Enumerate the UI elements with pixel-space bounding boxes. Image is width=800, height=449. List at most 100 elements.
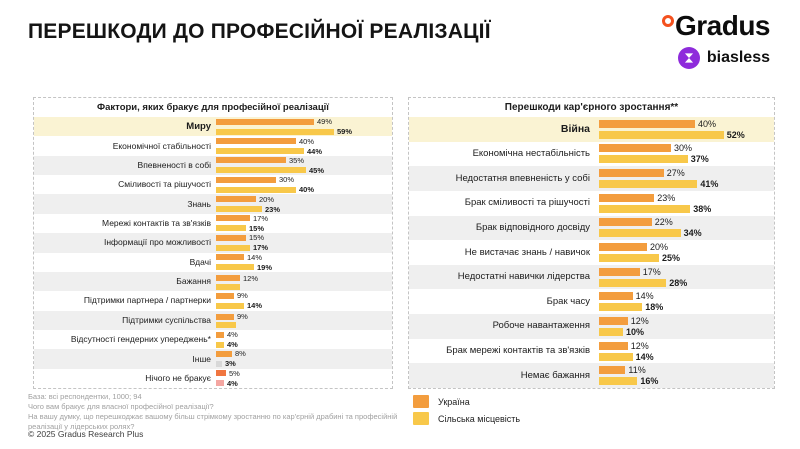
value-label-rural: 18% — [645, 302, 664, 313]
value-label-rural: 37% — [690, 154, 709, 165]
value-label-rural: 34% — [683, 228, 702, 239]
bar-rural — [216, 128, 334, 135]
panel-career-obstacles: Перешкоди кар'єрного зростання** Війна 4… — [408, 97, 775, 389]
legend-swatch-rural — [413, 412, 429, 425]
bar-rural — [599, 155, 688, 164]
legend-label-rural: Сільська місцевість — [438, 413, 521, 424]
bar-line-ukraine: 14% — [599, 291, 774, 301]
question-2: На вашу думку, що перешкоджає вашому біл… — [28, 412, 398, 432]
value-label-rural: 3% — [225, 359, 236, 369]
bar-ukraine — [599, 218, 652, 227]
row-label: Війна — [560, 122, 590, 135]
bar-line-rural: 17% — [216, 243, 392, 252]
bar-ukraine — [216, 138, 296, 145]
footnotes: База: всі респондентки, 1000; 94 Чого ва… — [28, 392, 406, 433]
bar-ukraine — [216, 157, 286, 164]
value-label-ukraine: 17% — [253, 213, 269, 223]
hourglass-icon — [677, 47, 700, 69]
row-bars: 12% 14% — [599, 341, 774, 362]
value-label-ukraine: 12% — [243, 273, 259, 283]
value-label-rural: 14% — [635, 351, 654, 362]
bar-rural — [216, 225, 246, 232]
bar-ukraine — [216, 196, 256, 203]
bar-line-rural: 38% — [599, 204, 774, 214]
row-bars: 4% 4% — [216, 330, 392, 349]
bar-line-ukraine: 40% — [599, 119, 774, 129]
bar-line-ukraine: 5% — [216, 369, 392, 378]
row-bars: 14% 19% — [216, 253, 392, 272]
value-label-rural: 59% — [337, 127, 353, 137]
bar-line-ukraine: 9% — [216, 312, 392, 321]
row-label: Мережі контактів та зв'язків — [102, 218, 211, 229]
bar-ukraine — [599, 144, 671, 153]
bar-line-rural: 4% — [216, 340, 392, 349]
row-bars: 17% 28% — [599, 267, 774, 288]
chart-row: Нічого не бракує 5% 4% — [34, 369, 392, 388]
row-bars: 23% 38% — [599, 193, 774, 214]
row-bars: 49% 59% — [216, 117, 392, 136]
brand-logos: Gradus biasless — [661, 10, 771, 69]
value-label-ukraine: 49% — [317, 117, 333, 127]
value-label-rural: 38% — [693, 203, 712, 214]
bar-ukraine — [216, 370, 226, 377]
degree-icon — [661, 15, 674, 27]
bar-rural — [216, 148, 304, 155]
bar-ukraine — [216, 313, 234, 320]
chart-row: Бажання 12% — [34, 271, 392, 292]
bar-rural — [216, 206, 262, 213]
bar-line-ukraine: 12% — [216, 274, 392, 283]
panel-title: Перешкоди кар'єрного зростання** — [504, 102, 679, 113]
bar-line-rural — [216, 322, 392, 329]
value-label-rural: 28% — [669, 277, 688, 288]
panel-title: Фактори, яких бракує для професійної реа… — [97, 102, 329, 113]
row-bars: 17% 15% — [216, 214, 392, 233]
bar-line-rural: 59% — [216, 127, 392, 136]
bar-rural — [216, 360, 222, 367]
bar-line-rural: 16% — [599, 376, 774, 386]
bar-line-rural — [216, 283, 392, 290]
value-label-rural: 4% — [227, 378, 238, 388]
bar-rural — [599, 352, 633, 361]
bar-line-ukraine: 8% — [216, 349, 392, 358]
bar-rural — [599, 229, 681, 238]
biasless-logo: biasless — [662, 47, 770, 69]
bar-line-ukraine: 23% — [599, 193, 774, 203]
row-bars: 8% 3% — [216, 349, 392, 368]
bar-line-ukraine: 4% — [216, 330, 392, 339]
chart-row: Брак часу 14% 18% — [409, 289, 774, 314]
bar-line-rural: 3% — [216, 359, 392, 368]
value-label-ukraine: 27% — [666, 168, 685, 179]
bar-rural — [599, 377, 638, 386]
row-label: Бажання — [176, 276, 211, 287]
row-label: Сміливості та рішучості — [118, 179, 211, 190]
bar-ukraine — [599, 267, 640, 276]
value-label-ukraine: 23% — [657, 192, 676, 203]
value-label-ukraine: 12% — [630, 340, 649, 351]
chart-row: Робоче навантаження 12% 10% — [409, 314, 774, 339]
chart-row: Мережі контактів та зв'язків 17% 15% — [34, 214, 392, 233]
bar-line-rural: 52% — [599, 130, 774, 140]
chart-row: Підтримки суспільства 9% — [34, 310, 392, 330]
bar-ukraine — [216, 234, 246, 241]
row-label: Економічна нестабільність — [472, 147, 590, 159]
bar-ukraine — [599, 292, 633, 301]
value-label-ukraine: 14% — [247, 252, 263, 262]
biasless-logo-text: biasless — [706, 49, 770, 66]
row-label: Брак сміливості та рішучості — [464, 197, 590, 209]
bar-rural — [599, 180, 698, 189]
bar-line-rural: 23% — [216, 205, 392, 214]
row-label: Недостатня впевненість у собі — [455, 172, 590, 184]
bar-line-rural: 10% — [599, 327, 774, 337]
value-label-ukraine: 20% — [650, 242, 669, 253]
row-label: Інформації про можливості — [103, 237, 211, 248]
gradus-logo-text: Gradus — [674, 10, 771, 41]
chart-row: Брак мережі контактів та зв'язків 12% 14… — [409, 339, 774, 364]
value-label-ukraine: 30% — [279, 175, 295, 185]
value-label-rural: 17% — [253, 243, 269, 253]
row-label: Відсутності гендерних упереджень* — [70, 334, 211, 345]
question-1: Чого вам бракує для власної професійної … — [28, 402, 214, 412]
bar-ukraine — [216, 176, 276, 183]
row-bars: 14% 18% — [599, 291, 774, 312]
row-bars: 9% 14% — [216, 291, 392, 310]
bar-line-ukraine: 27% — [599, 168, 774, 178]
